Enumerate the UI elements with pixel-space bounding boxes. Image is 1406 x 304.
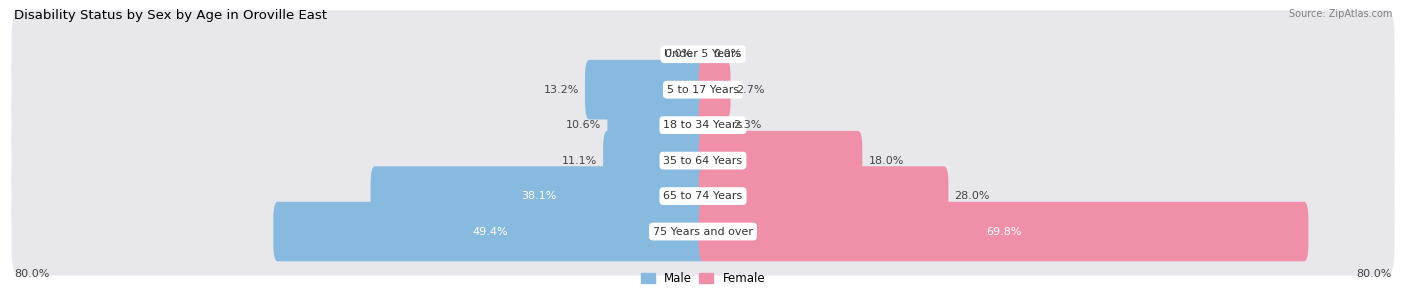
Text: 2.3%: 2.3%	[733, 120, 762, 130]
FancyBboxPatch shape	[585, 60, 707, 119]
Text: Source: ZipAtlas.com: Source: ZipAtlas.com	[1288, 9, 1392, 19]
Text: 80.0%: 80.0%	[1357, 269, 1392, 279]
FancyBboxPatch shape	[699, 166, 949, 226]
Text: Under 5 Years: Under 5 Years	[665, 49, 741, 59]
Text: 11.1%: 11.1%	[562, 156, 598, 166]
FancyBboxPatch shape	[699, 95, 727, 155]
Text: 18.0%: 18.0%	[869, 156, 904, 166]
Text: 18 to 34 Years: 18 to 34 Years	[664, 120, 742, 130]
Text: 28.0%: 28.0%	[955, 191, 990, 201]
Text: 10.6%: 10.6%	[567, 120, 602, 130]
Text: Disability Status by Sex by Age in Oroville East: Disability Status by Sex by Age in Orovi…	[14, 9, 328, 22]
Text: 69.8%: 69.8%	[986, 226, 1021, 237]
Text: 2.7%: 2.7%	[737, 85, 765, 95]
Text: 75 Years and over: 75 Years and over	[652, 226, 754, 237]
FancyBboxPatch shape	[11, 188, 1395, 275]
Text: 0.0%: 0.0%	[665, 49, 693, 59]
FancyBboxPatch shape	[11, 117, 1395, 205]
FancyBboxPatch shape	[603, 131, 707, 190]
Text: 38.1%: 38.1%	[522, 191, 557, 201]
Text: 49.4%: 49.4%	[472, 226, 508, 237]
FancyBboxPatch shape	[273, 202, 707, 261]
FancyBboxPatch shape	[699, 131, 862, 190]
Text: 0.0%: 0.0%	[713, 49, 741, 59]
FancyBboxPatch shape	[607, 95, 707, 155]
FancyBboxPatch shape	[699, 202, 1309, 261]
FancyBboxPatch shape	[11, 10, 1395, 98]
Text: 80.0%: 80.0%	[14, 269, 49, 279]
Text: 65 to 74 Years: 65 to 74 Years	[664, 191, 742, 201]
FancyBboxPatch shape	[11, 152, 1395, 240]
FancyBboxPatch shape	[699, 60, 731, 119]
Text: 13.2%: 13.2%	[544, 85, 579, 95]
FancyBboxPatch shape	[11, 81, 1395, 169]
FancyBboxPatch shape	[371, 166, 707, 226]
Text: 5 to 17 Years: 5 to 17 Years	[666, 85, 740, 95]
Legend: Male, Female: Male, Female	[636, 268, 770, 290]
Text: 35 to 64 Years: 35 to 64 Years	[664, 156, 742, 166]
FancyBboxPatch shape	[11, 46, 1395, 134]
